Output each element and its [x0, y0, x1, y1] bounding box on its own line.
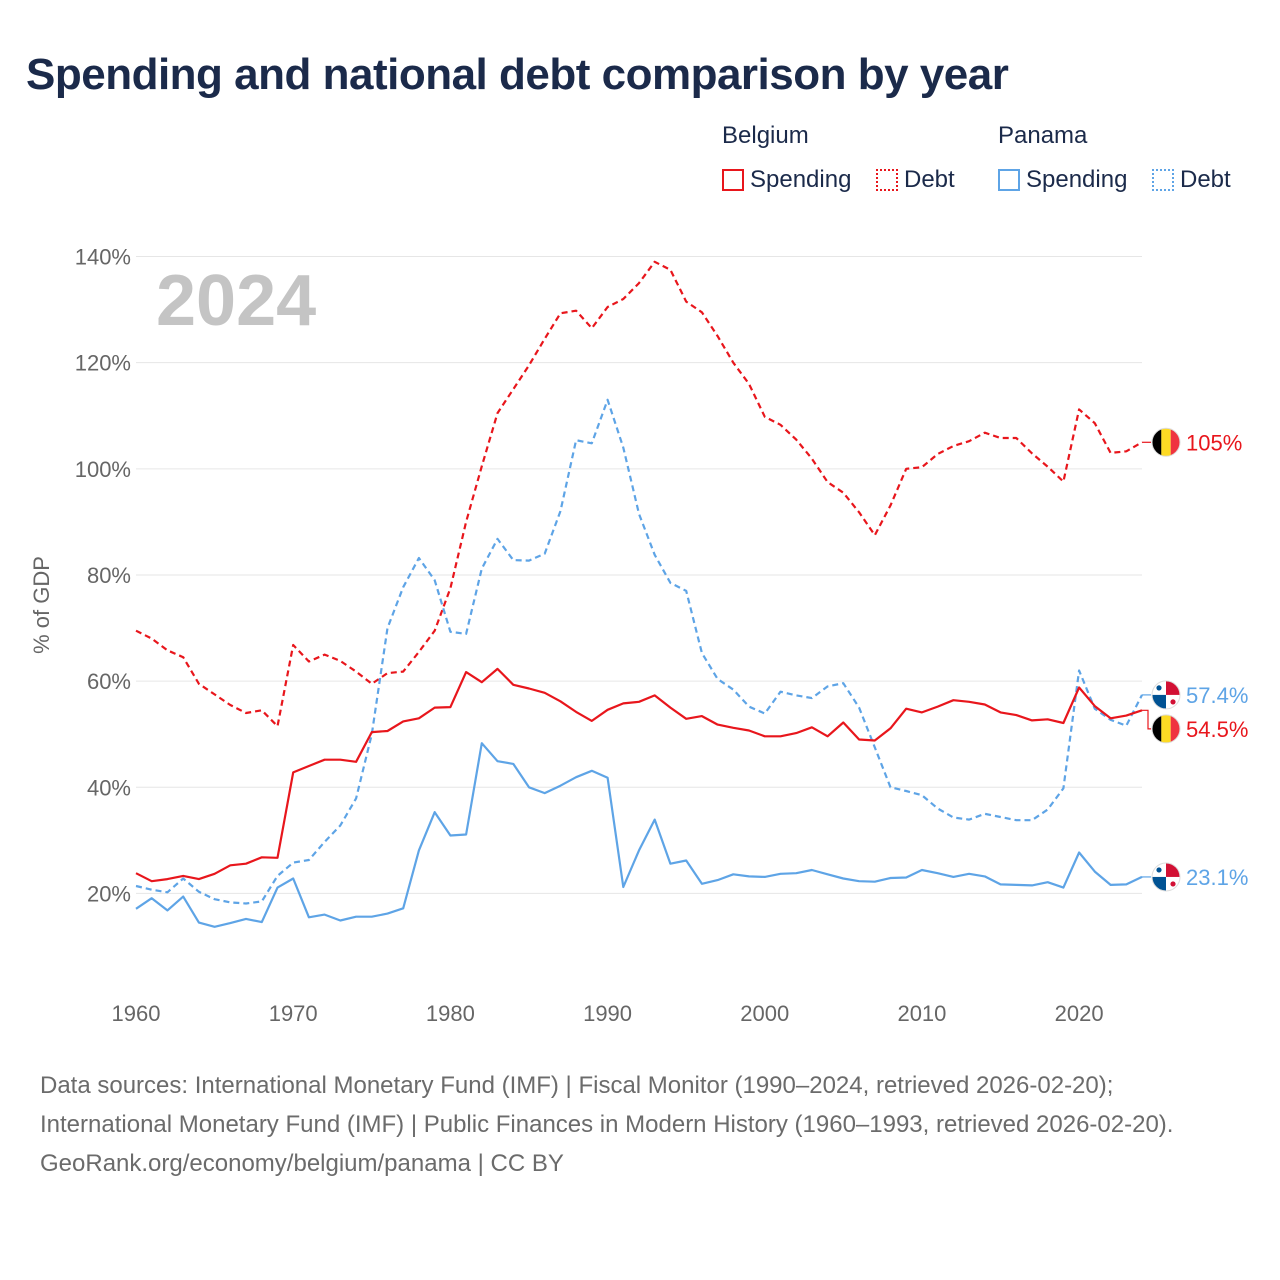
end-connector — [1142, 709, 1151, 730]
flag-outline — [1151, 714, 1181, 744]
x-tick-label: 1990 — [583, 1001, 632, 1026]
attribution-link[interactable]: GeoRank.org/economy/belgium/panama | CC … — [40, 1150, 564, 1177]
end-value-label: 57.4% — [1186, 683, 1248, 708]
legend-label: Spending — [750, 166, 852, 193]
flag-star-blue — [1156, 867, 1162, 873]
end-value-label: 54.5% — [1186, 717, 1248, 742]
y-tick-label: 140% — [75, 245, 131, 270]
chart-title: Spending and national debt comparison by… — [26, 50, 1009, 99]
series-line-belgium-debt — [135, 260, 1143, 728]
flag-outline — [1151, 680, 1181, 710]
flag-star-red — [1170, 881, 1176, 887]
flag-stripe-yellow — [1161, 714, 1171, 743]
flag-stripe-red — [1170, 714, 1180, 743]
panama-flag-icon — [1151, 862, 1181, 892]
flag-fill — [1152, 428, 1180, 457]
legend-item-panama-debt[interactable]: Debt — [1152, 166, 1231, 194]
y-tick-label: 20% — [87, 881, 131, 906]
legend-swatch-dotted — [876, 169, 898, 191]
legend-swatch-solid — [722, 169, 744, 191]
x-tick-label: 2020 — [1055, 1001, 1104, 1026]
end-value-label: 105% — [1186, 430, 1242, 455]
flag-stripe-black — [1152, 428, 1162, 457]
x-tick-label: 2010 — [897, 1001, 946, 1026]
y-tick-label: 100% — [75, 457, 131, 482]
belgium-flag-icon — [1151, 427, 1181, 457]
y-tick-label: 80% — [87, 563, 131, 588]
flag-outline — [1151, 862, 1181, 892]
footer: Data sources: International Monetary Fun… — [40, 1066, 1240, 1183]
end-value-label: 23.1% — [1186, 865, 1248, 890]
flag-star-blue — [1156, 685, 1162, 691]
flag-star-red — [1170, 699, 1176, 705]
flag-stripe-yellow — [1161, 428, 1171, 457]
legend-country-panama: Panama — [998, 122, 1088, 149]
legend-item-panama-spending[interactable]: Spending — [998, 166, 1127, 194]
line-chart: 20% 40% 60% 80% 100% 120% 140% 1960 1970 1980 1990… — [29, 245, 1248, 1026]
legend-label: Spending — [1026, 166, 1128, 193]
panama-flag-icon — [1151, 680, 1181, 710]
legend-swatch-dotted — [1152, 169, 1174, 191]
legend-label: Debt — [1180, 166, 1231, 193]
y-tick-label: 40% — [87, 775, 131, 800]
flag-outline — [1151, 427, 1181, 457]
data-sources: Data sources: International Monetary Fun… — [40, 1072, 1174, 1138]
x-tick-label: 1980 — [426, 1001, 475, 1026]
x-tick-label: 2000 — [740, 1001, 789, 1026]
belgium-flag-icon — [1151, 714, 1181, 744]
legend-item-belgium-spending[interactable]: Spending — [722, 166, 851, 194]
flag-stripe-black — [1152, 714, 1162, 743]
year-watermark: 2024 — [156, 261, 316, 341]
y-tick-label: 120% — [75, 351, 131, 376]
legend-swatch-solid — [998, 169, 1020, 191]
series-line-belgium-spending — [135, 667, 1143, 883]
flag-stripe-red — [1170, 428, 1180, 457]
y-tick-label: 60% — [87, 669, 131, 694]
x-tick-label: 1960 — [112, 1001, 161, 1026]
legend-label: Debt — [904, 166, 955, 193]
series-line-panama-debt — [135, 398, 1143, 905]
series-line-panama-spending — [135, 742, 1143, 928]
x-tick-label: 1970 — [269, 1001, 318, 1026]
flag-fill — [1152, 862, 1180, 891]
y-axis-label: % of GDP — [29, 556, 54, 654]
legend-country-belgium: Belgium — [722, 122, 809, 149]
flag-fill — [1152, 714, 1180, 743]
legend-item-belgium-debt[interactable]: Debt — [876, 166, 955, 194]
